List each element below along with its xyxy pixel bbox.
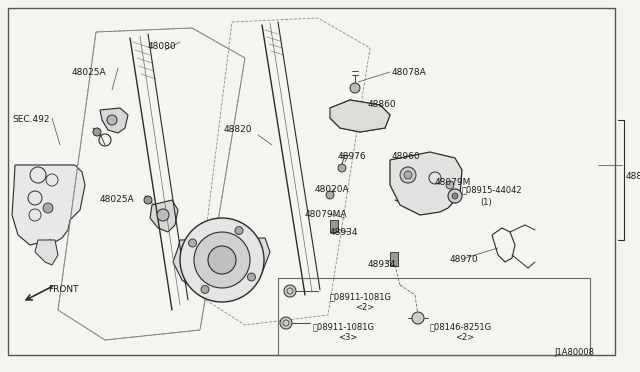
Text: 48960: 48960: [392, 152, 420, 161]
Text: Ⓝ08911-1081G: Ⓝ08911-1081G: [330, 292, 392, 301]
Circle shape: [448, 189, 462, 203]
Text: 48079MA: 48079MA: [305, 210, 348, 219]
Polygon shape: [35, 240, 58, 265]
Circle shape: [400, 167, 416, 183]
Text: <3>: <3>: [338, 333, 357, 342]
Text: SEC.492: SEC.492: [12, 115, 49, 124]
Circle shape: [248, 273, 255, 281]
Circle shape: [157, 209, 169, 221]
Polygon shape: [12, 165, 85, 245]
Text: 48970: 48970: [450, 255, 479, 264]
Polygon shape: [330, 100, 390, 132]
Text: Ⓦ08915-44042: Ⓦ08915-44042: [462, 185, 523, 194]
Polygon shape: [173, 238, 270, 298]
Circle shape: [326, 191, 334, 199]
Text: Ⓝ08911-1081G: Ⓝ08911-1081G: [313, 322, 375, 331]
Circle shape: [208, 246, 236, 274]
Circle shape: [235, 227, 243, 235]
Circle shape: [201, 285, 209, 294]
Text: 48025A: 48025A: [72, 68, 107, 77]
Bar: [330, 220, 338, 232]
Circle shape: [284, 285, 296, 297]
Circle shape: [43, 203, 53, 213]
Text: 48079M: 48079M: [435, 178, 472, 187]
Text: 48976: 48976: [338, 152, 367, 161]
Polygon shape: [100, 108, 128, 133]
Circle shape: [107, 115, 117, 125]
Polygon shape: [390, 152, 462, 215]
Circle shape: [189, 239, 196, 247]
Circle shape: [338, 164, 346, 172]
Text: 48934: 48934: [330, 228, 358, 237]
Circle shape: [412, 312, 424, 324]
Bar: [278, 278, 590, 355]
Text: J1A80008: J1A80008: [554, 348, 594, 357]
Circle shape: [144, 196, 152, 204]
Text: (1): (1): [480, 198, 492, 207]
Text: 48020A: 48020A: [315, 185, 349, 194]
Circle shape: [194, 232, 250, 288]
Text: FRONT: FRONT: [48, 285, 79, 294]
Text: <2>: <2>: [455, 333, 474, 342]
Text: 48025A: 48025A: [100, 195, 134, 204]
Polygon shape: [150, 200, 178, 232]
Text: 48805: 48805: [626, 172, 640, 181]
Text: <2>: <2>: [355, 303, 374, 312]
Circle shape: [280, 317, 292, 329]
Circle shape: [446, 181, 454, 189]
Circle shape: [404, 171, 412, 179]
Circle shape: [93, 128, 101, 136]
Text: 48078A: 48078A: [392, 68, 427, 77]
Text: 48080: 48080: [148, 42, 177, 51]
Circle shape: [180, 218, 264, 302]
Text: Ⓑ08146-8251G: Ⓑ08146-8251G: [430, 322, 492, 331]
Text: 48860: 48860: [368, 100, 397, 109]
Text: 48820: 48820: [224, 125, 253, 134]
Bar: [390, 252, 398, 266]
Text: 48934: 48934: [368, 260, 397, 269]
Circle shape: [350, 83, 360, 93]
Circle shape: [452, 193, 458, 199]
